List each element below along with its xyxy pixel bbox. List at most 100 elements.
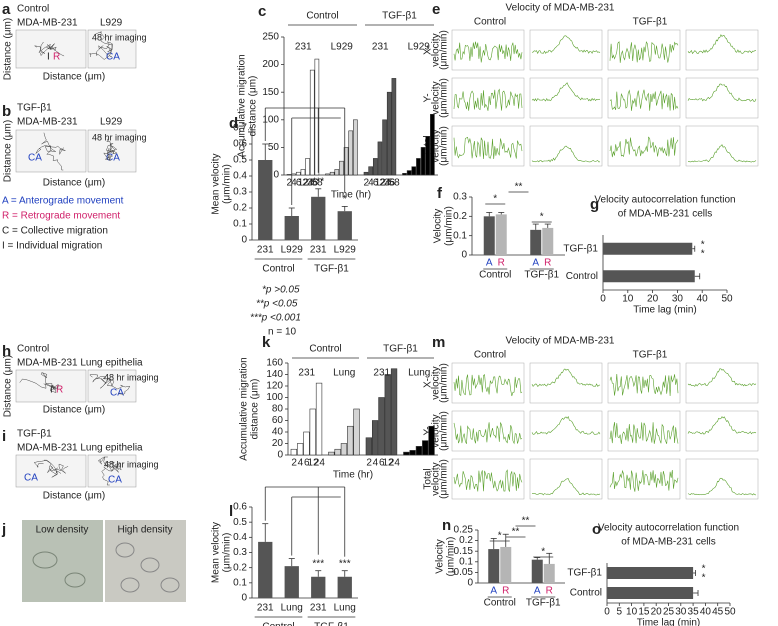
legend-entry: A bbox=[532, 258, 539, 269]
velocity-trace bbox=[453, 469, 523, 492]
significance: * bbox=[701, 248, 705, 259]
bar bbox=[311, 576, 326, 598]
y-axis-label: Accumulative migration bbox=[239, 357, 250, 460]
x-tick-label: Control bbox=[484, 598, 516, 609]
y-tick-label: 0.1 bbox=[233, 219, 247, 230]
y-tick-label: 0.6 bbox=[233, 502, 247, 513]
y-tick-label: 0.1 bbox=[233, 577, 247, 588]
mark: CA bbox=[24, 473, 38, 484]
bar bbox=[291, 173, 296, 176]
x-tick-label: 24 bbox=[389, 458, 401, 469]
x-tick-label: 36 bbox=[384, 178, 396, 189]
bar bbox=[371, 420, 379, 456]
y-tick-label: 60 bbox=[272, 415, 284, 426]
subplot bbox=[685, 77, 759, 119]
bar bbox=[325, 173, 330, 176]
velocity-trace bbox=[609, 373, 679, 397]
x-tick-label: 231 bbox=[310, 245, 327, 256]
subplot bbox=[451, 29, 525, 71]
row-label: velocity bbox=[431, 366, 442, 399]
mark: I bbox=[47, 52, 50, 63]
y-tick-label: 0.2 bbox=[459, 535, 473, 546]
section-label: TGF-β1 bbox=[314, 264, 349, 275]
imaging: 48 hr imaging bbox=[104, 372, 159, 382]
mark: CA bbox=[110, 388, 124, 399]
bar bbox=[543, 563, 555, 583]
row-label: (μm/min) bbox=[439, 411, 450, 451]
trajectory bbox=[33, 460, 52, 472]
panel-letter: d bbox=[229, 115, 238, 132]
y-tick-label: 0.2 bbox=[233, 562, 247, 573]
row-label: X- bbox=[423, 45, 434, 55]
bar bbox=[295, 171, 301, 176]
cell-line: MDA-MB-231 Lung epithelia bbox=[17, 358, 143, 369]
y-tick-label: 0.3 bbox=[233, 547, 247, 558]
significance: * bbox=[493, 194, 497, 205]
bar bbox=[311, 196, 326, 240]
chart-title: Velocity autocorrelation function bbox=[598, 523, 739, 534]
y-tick-label: 0.25 bbox=[454, 525, 474, 536]
row-label: velocity bbox=[431, 414, 442, 447]
velocity-trace bbox=[609, 89, 679, 111]
y-tick-label: 150 bbox=[262, 87, 279, 98]
bar bbox=[603, 242, 693, 255]
x-tick-label: 4 bbox=[291, 178, 297, 189]
bar bbox=[284, 566, 299, 598]
condition: Control bbox=[17, 344, 49, 355]
x-tick-label: 24 bbox=[302, 178, 314, 189]
trajectory bbox=[94, 31, 113, 50]
significance: * bbox=[701, 239, 705, 250]
bar bbox=[340, 443, 348, 456]
x-tick-label: 12 bbox=[375, 178, 387, 189]
velocity-trace bbox=[531, 82, 601, 102]
cell bbox=[64, 572, 86, 588]
legend-entry: I = Individual migration bbox=[2, 241, 102, 252]
y-tick-label: 250 bbox=[262, 32, 279, 43]
bar bbox=[386, 91, 392, 176]
bar bbox=[382, 119, 387, 176]
velocity-trace bbox=[687, 416, 757, 435]
x-tick-label: 231 bbox=[257, 603, 274, 614]
x-tick-label: 4 bbox=[373, 458, 379, 469]
x-tick-label: L929 bbox=[281, 245, 304, 256]
row-label: Total bbox=[423, 468, 434, 489]
panel-letter: a bbox=[2, 1, 11, 18]
photo-label: High density bbox=[117, 525, 172, 536]
series-label: Lung bbox=[333, 368, 355, 379]
row-label: (μm/min) bbox=[439, 126, 450, 166]
bar bbox=[430, 113, 435, 176]
y-tick-label: 0 bbox=[461, 250, 467, 261]
cell bbox=[160, 577, 180, 593]
x-axis-label: Distance (μm) bbox=[43, 178, 105, 189]
x-tick-label: 12 bbox=[382, 458, 394, 469]
legend-entry: R bbox=[498, 258, 505, 269]
bar bbox=[390, 368, 398, 456]
trajectory bbox=[47, 465, 62, 474]
bar bbox=[353, 119, 358, 176]
significance: ** bbox=[515, 182, 523, 193]
series-label: 231 bbox=[298, 368, 315, 379]
bar bbox=[607, 587, 694, 599]
trajectory bbox=[89, 374, 115, 387]
bar bbox=[329, 171, 335, 176]
bar bbox=[411, 166, 417, 176]
y-tick-label: 100 bbox=[262, 114, 279, 125]
x-tick-label: 5 bbox=[617, 607, 623, 618]
y-tick-label: 200 bbox=[262, 59, 279, 70]
photo-panels bbox=[15, 29, 186, 602]
bar bbox=[377, 141, 383, 176]
significance: ** bbox=[512, 527, 520, 538]
y-tick-label: 0.2 bbox=[233, 203, 247, 214]
bar bbox=[328, 451, 335, 456]
panel-letter: c bbox=[258, 3, 266, 20]
y-tick-label: 0.2 bbox=[453, 211, 467, 222]
mark: CA bbox=[28, 153, 42, 164]
x-tick-label: 12 bbox=[307, 458, 319, 469]
bar bbox=[286, 174, 292, 176]
mark: CA bbox=[106, 52, 120, 63]
row-label: (μm/min) bbox=[439, 30, 450, 70]
velocity-trace bbox=[609, 422, 679, 444]
subplot bbox=[685, 458, 759, 500]
y-tick-label: Control bbox=[570, 588, 602, 599]
